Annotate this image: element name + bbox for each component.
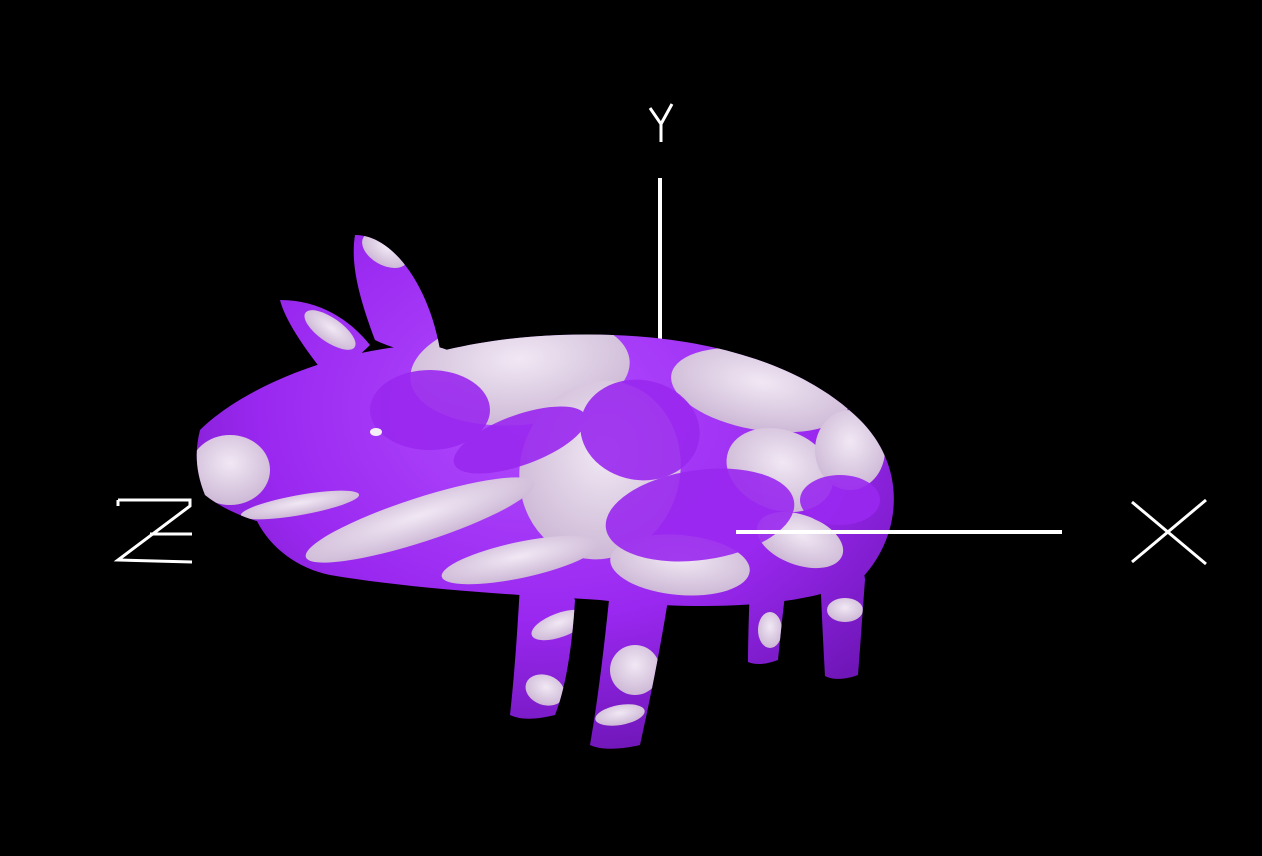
pig-model[interactable] — [180, 220, 900, 760]
x-axis-label-glyph — [1131, 498, 1207, 566]
z-axis-label-glyph — [113, 498, 193, 564]
y-axis-label-glyph — [648, 103, 674, 142]
pig-eye — [370, 428, 382, 436]
pig-purple-patches — [370, 370, 880, 562]
